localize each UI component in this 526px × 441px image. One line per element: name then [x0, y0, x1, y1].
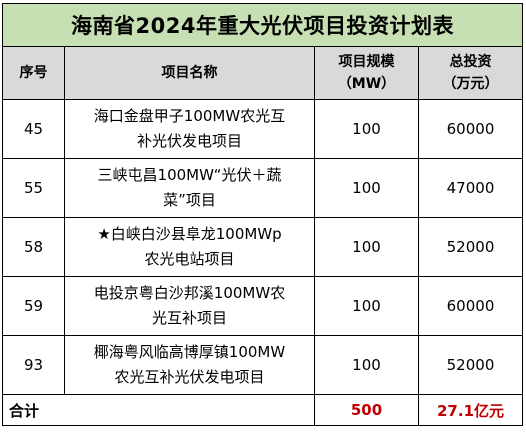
- row-seq: 59: [2, 276, 65, 336]
- row-project-name-line2: 农光互补光伏发电项目: [114, 368, 265, 386]
- row-investment: 60000: [417, 276, 524, 336]
- table-title: 海南省2024年重大光伏项目投资计划表: [1, 3, 524, 47]
- total-label: 合计: [2, 394, 315, 426]
- row-scale: 100: [314, 217, 419, 277]
- header-scale-line2: （MW）: [337, 76, 396, 92]
- row-seq: 93: [2, 335, 65, 395]
- row-project-name-line1: 椰海粤风临高博厚镇100MW: [93, 343, 286, 361]
- row-investment: 52000: [417, 335, 524, 395]
- row-project-name: 三峡屯昌100MW“光伏＋蔬 菜”项目: [64, 158, 315, 218]
- row-project-name: ★白峡白沙县阜龙100MWp 农光电站项目: [64, 217, 315, 277]
- header-seq: 序号: [2, 46, 65, 100]
- row-project-name-line1: 海口金盘甲子100MW农光互: [93, 107, 286, 125]
- row-project-name-line2: 菜”项目: [163, 191, 216, 209]
- header-investment-line1: 总投资: [449, 54, 492, 70]
- total-scale: 500: [314, 394, 419, 426]
- row-scale: 100: [314, 99, 419, 159]
- header-investment-line2: （万元）: [442, 76, 499, 92]
- row-investment: 60000: [417, 99, 524, 159]
- table-row: 58 ★白峡白沙县阜龙100MWp 农光电站项目 100 52000: [2, 217, 524, 277]
- row-project-name: 椰海粤风临高博厚镇100MW 农光互补光伏发电项目: [64, 335, 315, 395]
- header-scale: 项目规模 （MW）: [314, 46, 419, 100]
- row-investment: 52000: [417, 217, 524, 277]
- table-row: 93 椰海粤风临高博厚镇100MW 农光互补光伏发电项目 100 52000: [2, 335, 524, 395]
- header-scale-line1: 项目规模: [338, 54, 395, 70]
- row-project-name-line1: 电投京粤白沙邦溪100MW农: [93, 284, 286, 302]
- table-row: 59 电投京粤白沙邦溪100MW农 光互补项目 100 60000: [2, 276, 524, 336]
- table-row: 55 三峡屯昌100MW“光伏＋蔬 菜”项目 100 47000: [2, 158, 524, 218]
- row-investment: 47000: [417, 158, 524, 218]
- row-project-name-line1: 三峡屯昌100MW“光伏＋蔬: [97, 166, 282, 184]
- total-investment: 27.1亿元: [417, 394, 524, 426]
- total-row: 合计 500 27.1亿元: [2, 394, 524, 426]
- header-name: 项目名称: [64, 46, 315, 100]
- row-project-name-line2: 农光电站项目: [144, 250, 235, 268]
- header-row: 序号 项目名称 项目规模 （MW） 总投资 （万元）: [2, 46, 524, 100]
- row-scale: 100: [314, 158, 419, 218]
- row-seq: 45: [2, 99, 65, 159]
- row-project-name-line2: 光互补项目: [151, 309, 227, 327]
- row-seq: 55: [2, 158, 65, 218]
- header-investment: 总投资 （万元）: [417, 46, 524, 100]
- row-seq: 58: [2, 217, 65, 277]
- table-row: 45 海口金盘甲子100MW农光互 补光伏发电项目 100 60000: [2, 99, 524, 159]
- row-scale: 100: [314, 276, 419, 336]
- title-row: 海南省2024年重大光伏项目投资计划表: [1, 3, 524, 47]
- row-project-name: 电投京粤白沙邦溪100MW农 光互补项目: [64, 276, 315, 336]
- row-project-name-line2: 补光伏发电项目: [136, 132, 242, 150]
- investment-plan-table: 海南省2024年重大光伏项目投资计划表 序号 项目名称 项目规模 （MW） 总投…: [1, 3, 524, 426]
- row-project-name: 海口金盘甲子100MW农光互 补光伏发电项目: [64, 99, 315, 159]
- row-project-name-line1: ★白峡白沙县阜龙100MWp: [97, 225, 282, 243]
- row-scale: 100: [314, 335, 419, 395]
